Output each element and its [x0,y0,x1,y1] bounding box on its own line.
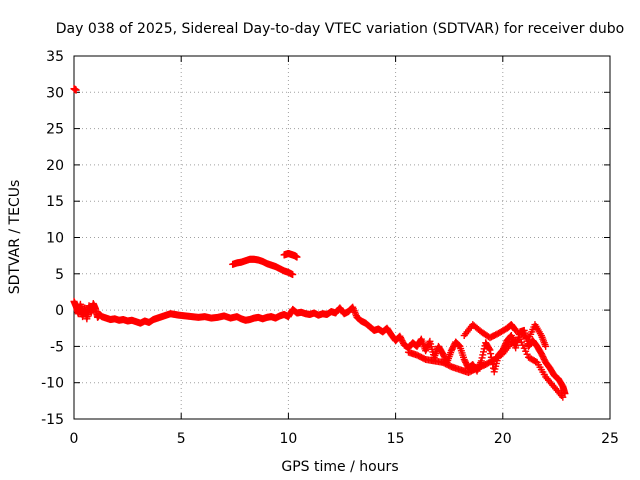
axis-ticks: 0 5 10 15 20 25 -15 -10 -5 0 5 10 15 20 25 30 35 [41,49,619,447]
data-points [70,85,569,401]
y-tick-label: 25 [46,122,64,138]
data-point [423,344,431,352]
data-point [486,346,494,354]
x-tick-label: 15 [387,431,405,447]
grid [74,56,610,419]
data-point [289,271,297,279]
x-tick-label: 25 [601,431,619,447]
x-axis-label: GPS time / hours [281,459,398,475]
y-tick-label: -10 [41,376,64,392]
y-tick-label: 20 [46,158,64,174]
data-point [454,341,462,349]
data-point [422,347,430,355]
y-tick-label: 30 [46,85,64,101]
y-tick-label: -15 [41,412,64,428]
data-point [487,350,495,358]
chart-title: Day 038 of 2025, Sidereal Day-to-day VTE… [56,21,624,37]
y-tick-label: 5 [55,267,64,283]
x-tick-label: 0 [70,431,79,447]
y-tick-label: 0 [55,303,64,319]
y-tick-label: 15 [46,194,64,210]
data-point [542,342,550,350]
data-point [485,345,493,353]
y-axis-label: SDTVAR / TECUs [7,180,23,295]
y-tick-label: -5 [50,339,64,355]
y-tick-label: 10 [46,231,64,247]
data-point [559,393,567,401]
x-tick-label: 5 [177,431,186,447]
data-point [293,253,301,261]
y-tick-label: 35 [46,49,64,65]
x-tick-label: 10 [279,431,297,447]
data-point [425,339,433,347]
data-point [72,86,80,94]
x-tick-label: 20 [494,431,512,447]
